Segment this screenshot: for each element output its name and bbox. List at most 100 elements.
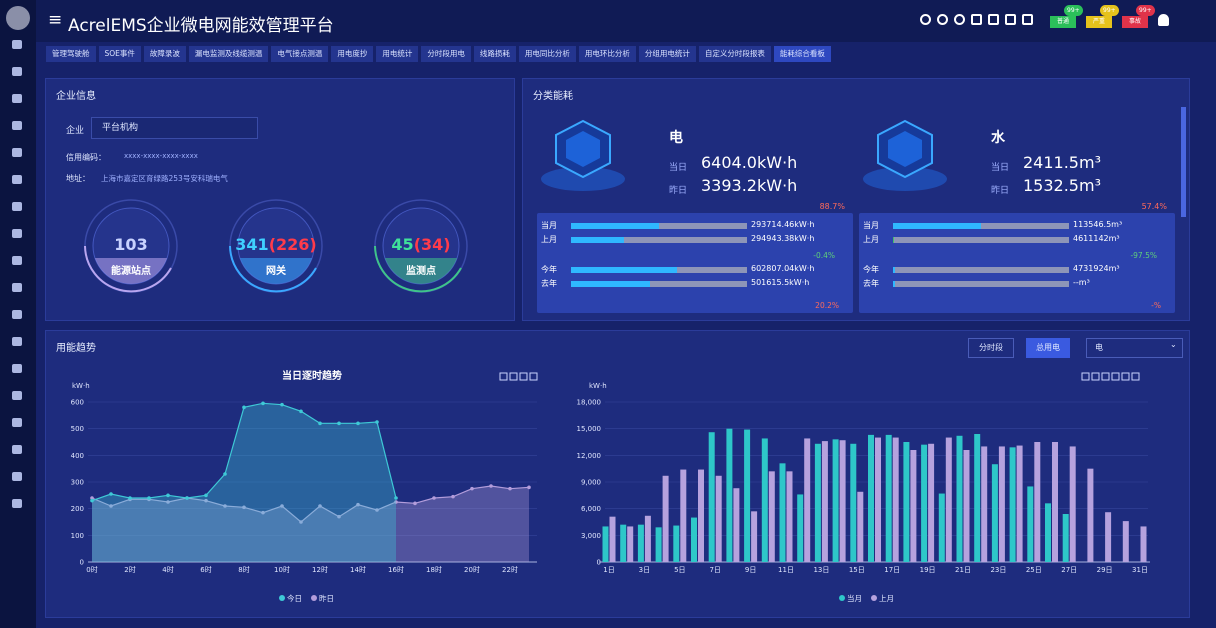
point — [261, 510, 265, 515]
row-label: 去年 — [863, 279, 879, 288]
tab[interactable]: 用电环比分析 — [578, 46, 636, 62]
header-icon[interactable] — [988, 14, 999, 25]
legend-marker — [279, 595, 285, 601]
row-value: 4611142m³ — [1073, 234, 1120, 243]
select[interactable]: 电 — [1086, 338, 1183, 358]
sidebar-icon[interactable] — [12, 445, 22, 454]
alarm-badge[interactable]: 严重 99+ — [1086, 5, 1119, 28]
button[interactable]: 分时段 — [968, 338, 1014, 358]
bar — [691, 517, 697, 562]
row-label: 上月 — [863, 235, 879, 244]
row-bar — [571, 237, 624, 243]
tab[interactable]: 故障录波 — [143, 46, 186, 62]
bar — [733, 488, 740, 562]
sidebar-icon[interactable] — [12, 121, 22, 130]
alarm-count: 99+ — [1100, 5, 1119, 16]
row-label: 当月 — [541, 221, 557, 230]
tab[interactable]: 用电度抄 — [331, 46, 374, 62]
sidebar-icon[interactable] — [12, 310, 22, 319]
day-change: 88.7% — [819, 202, 845, 211]
stats: 103 能源站点 341(226) 网关 45(34) 监测点 — [84, 199, 468, 293]
bar — [839, 440, 846, 562]
field-input[interactable]: 平台机构 — [91, 117, 258, 139]
row-label: 今年 — [863, 265, 879, 274]
point — [242, 405, 246, 410]
legend-marker — [839, 595, 845, 601]
row-bar — [571, 281, 651, 287]
tab[interactable]: 自定义分时段报表 — [698, 46, 771, 62]
bar — [956, 435, 963, 562]
sidebar-icon[interactable] — [12, 391, 22, 400]
circle-glow — [385, 258, 457, 284]
x-tick-label: 13日 — [813, 566, 829, 574]
row-label: 今年 — [541, 265, 557, 274]
point — [432, 496, 436, 500]
sidebar-icon[interactable] — [12, 40, 22, 49]
credit-label: 信用编码： — [66, 153, 106, 162]
row-bar-bg — [893, 267, 1069, 273]
row-bar-bg — [571, 237, 747, 243]
bar — [850, 443, 857, 562]
tab[interactable]: 能耗综合看板 — [773, 46, 831, 62]
yesterday-value: 3393.2kW·h — [701, 176, 798, 195]
sidebar-icon[interactable] — [12, 175, 22, 184]
button[interactable]: 总用电 — [1026, 338, 1070, 358]
sidebar-icon[interactable] — [12, 94, 22, 103]
bar — [1087, 468, 1094, 562]
tab[interactable]: 管理驾驶舱 — [46, 46, 96, 62]
header-icon[interactable] — [1022, 14, 1033, 25]
row-value: 501615.5kW·h — [751, 278, 810, 287]
line-chart: 0 100 200 300 400 500 600 kW·h 当日逐时趋势 0时 2时 4时 6时 8时 1… — [71, 369, 538, 603]
header-icon[interactable] — [920, 14, 931, 25]
sidebar-icon[interactable] — [12, 283, 22, 292]
tab[interactable]: 用电同比分析 — [518, 46, 576, 62]
yesterday-label: 昨日 — [991, 186, 1010, 196]
select-arrow[interactable]: ⌄ — [1170, 340, 1177, 349]
sidebar-icon[interactable] — [12, 499, 22, 508]
sidebar-icon[interactable] — [12, 364, 22, 373]
sidebar-icon[interactable] — [12, 256, 22, 265]
bar — [892, 437, 899, 562]
tab[interactable]: 分组用电统计 — [638, 46, 696, 62]
row-label: 当月 — [863, 221, 879, 230]
bar — [673, 525, 680, 562]
sidebar-icon[interactable] — [12, 472, 22, 481]
point — [90, 496, 94, 500]
row-bar-bg — [571, 223, 747, 229]
bar — [726, 428, 733, 562]
header-icon[interactable] — [954, 14, 965, 25]
sidebar-icon[interactable] — [12, 229, 22, 238]
field-label: 企业 — [66, 126, 85, 136]
bar — [804, 438, 811, 562]
tab[interactable]: 用电统计 — [376, 46, 419, 62]
header-icon[interactable] — [971, 14, 982, 25]
point — [299, 520, 303, 524]
bar — [779, 463, 786, 562]
sidebar-icon[interactable] — [12, 202, 22, 211]
header-icon[interactable] — [937, 14, 948, 25]
x-tick-label: 2时 — [124, 565, 135, 574]
tab[interactable]: 线路损耗 — [473, 46, 516, 62]
alarm-badge[interactable]: 事故 99+ — [1122, 5, 1155, 28]
menu-icon[interactable]: ≡ — [48, 10, 63, 30]
sidebar-icon[interactable] — [12, 337, 22, 346]
circle-glow — [95, 258, 167, 284]
sidebar-icon[interactable] — [12, 67, 22, 76]
bar — [797, 494, 804, 562]
y-tick-label: 500 — [71, 425, 84, 433]
header-icon[interactable] — [1005, 14, 1016, 25]
sidebar-icon[interactable] — [12, 148, 22, 157]
tab-bar: 管理驾驶舱 SOE事件 故障录波 漏电监测及线缆测温 电气接点测温 用电度抄 用电统计 分时段… — [46, 46, 834, 62]
yesterday-label: 昨日 — [669, 186, 688, 196]
tab[interactable]: 电气接点测温 — [271, 46, 329, 62]
tab[interactable]: SOE事件 — [98, 46, 141, 62]
alarm-badge[interactable]: 普通 99+ — [1050, 5, 1083, 28]
avatar[interactable] — [6, 6, 30, 30]
x-tick-label: 17日 — [884, 566, 900, 574]
user-icon — [1158, 14, 1169, 26]
bar — [938, 493, 945, 562]
sidebar-icon[interactable] — [12, 418, 22, 427]
toolbox-icon — [1121, 372, 1130, 381]
tab[interactable]: 分时段用电 — [421, 46, 471, 62]
tab[interactable]: 漏电监测及线缆测温 — [188, 46, 269, 62]
